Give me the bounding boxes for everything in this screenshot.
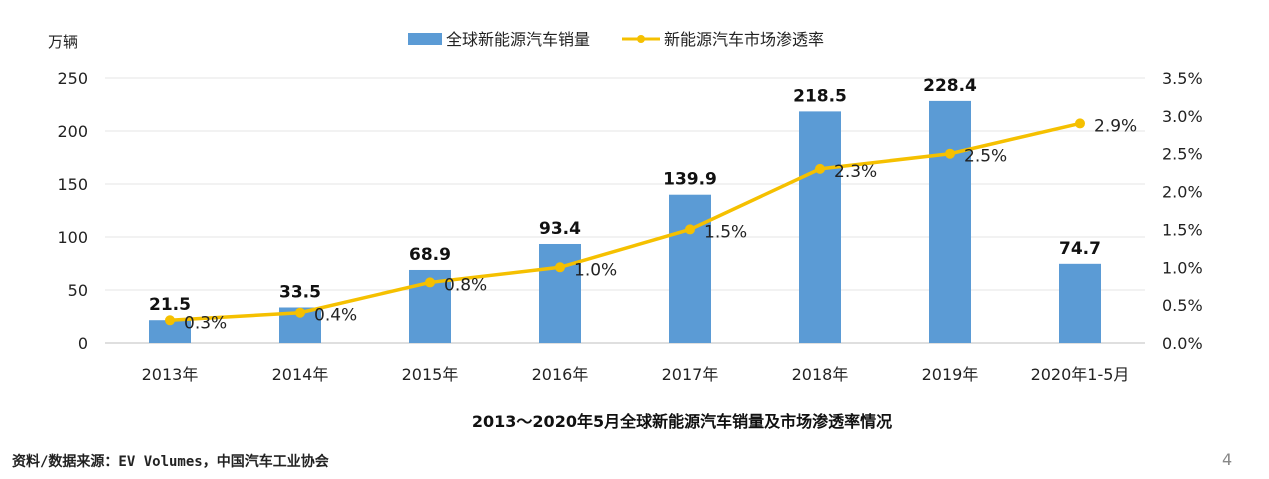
y-right-tick: 0.5%: [1162, 296, 1203, 315]
line-marker: [1075, 118, 1085, 129]
line-marker: [295, 307, 305, 318]
line-marker: [165, 315, 175, 326]
line-data-label: 2.5%: [964, 147, 1007, 167]
legend-label-bar: 全球新能源汽车销量: [446, 30, 590, 49]
bar-data-label: 74.7: [1059, 239, 1101, 259]
y-left-tick: 50: [68, 281, 88, 300]
line-data-label: 0.8%: [444, 275, 487, 295]
legend-label-line: 新能源汽车市场渗透率: [664, 30, 824, 49]
line-data-label: 1.0%: [574, 260, 617, 280]
y-right-tick: 2.0%: [1162, 183, 1203, 202]
y-left-tick: 0: [78, 334, 88, 353]
bar: [799, 111, 841, 343]
y-left-tick: 200: [57, 122, 88, 141]
y-right-tick: 1.0%: [1162, 258, 1203, 277]
line-data-label: 1.5%: [704, 222, 747, 242]
x-tick: 2014年: [272, 365, 329, 384]
source-note: 资料/数据来源：EV Volumes，中国汽车工业协会: [12, 454, 329, 470]
bar-data-label: 33.5: [279, 282, 321, 302]
y-right-tick: 3.5%: [1162, 69, 1203, 88]
x-tick: 2015年: [402, 365, 459, 384]
bar: [539, 243, 581, 343]
bar-data-label: 93.4: [539, 219, 581, 239]
y-left-tick: 150: [57, 175, 88, 194]
x-tick: 2019年: [922, 365, 979, 384]
bar: [929, 100, 971, 344]
line-marker: [815, 163, 825, 174]
legend: 全球新能源汽车销量 新能源汽车市场渗透率: [408, 30, 824, 49]
y-right-tick: 3.0%: [1162, 107, 1203, 126]
line-marker: [425, 277, 435, 288]
legend-swatch-bar: [408, 33, 442, 45]
x-tick: 2016年: [532, 365, 589, 384]
bar-data-label: 139.9: [663, 170, 717, 190]
line-data-label: 2.9%: [1094, 116, 1137, 136]
y-right-tick: 1.5%: [1162, 220, 1203, 239]
y-left-unit: 万辆: [48, 33, 78, 51]
x-tick: 2020年1-5月: [1031, 365, 1130, 384]
line-marker: [945, 148, 955, 159]
x-tick: 2013年: [142, 365, 199, 384]
y-right-tick: 2.5%: [1162, 145, 1203, 164]
legend-swatch-marker: [637, 35, 645, 43]
x-tick: 2018年: [792, 365, 849, 384]
line-marker: [555, 262, 565, 273]
bar: [1059, 263, 1101, 343]
line-data-label: 0.4%: [314, 306, 357, 326]
line-marker: [685, 224, 695, 235]
line-data-label: 0.3%: [184, 313, 227, 333]
bar: [149, 320, 191, 343]
bar-data-label: 68.9: [409, 245, 451, 265]
page-number: 4: [1222, 450, 1233, 469]
bar-data-label: 218.5: [793, 86, 847, 106]
bar: [669, 194, 711, 343]
y-left-tick: 250: [57, 69, 88, 88]
bar-data-label: 21.5: [149, 295, 191, 315]
chart-title: 2013～2020年5月全球新能源汽车销量及市场渗透率情况: [472, 412, 892, 431]
y-right-tick: 0.0%: [1162, 334, 1203, 353]
line-data-label: 2.3%: [834, 162, 877, 182]
y-left-tick: 100: [57, 228, 88, 247]
bar-data-label: 228.4: [923, 76, 977, 96]
line-series: [169, 121, 1081, 323]
x-tick: 2017年: [662, 365, 719, 384]
